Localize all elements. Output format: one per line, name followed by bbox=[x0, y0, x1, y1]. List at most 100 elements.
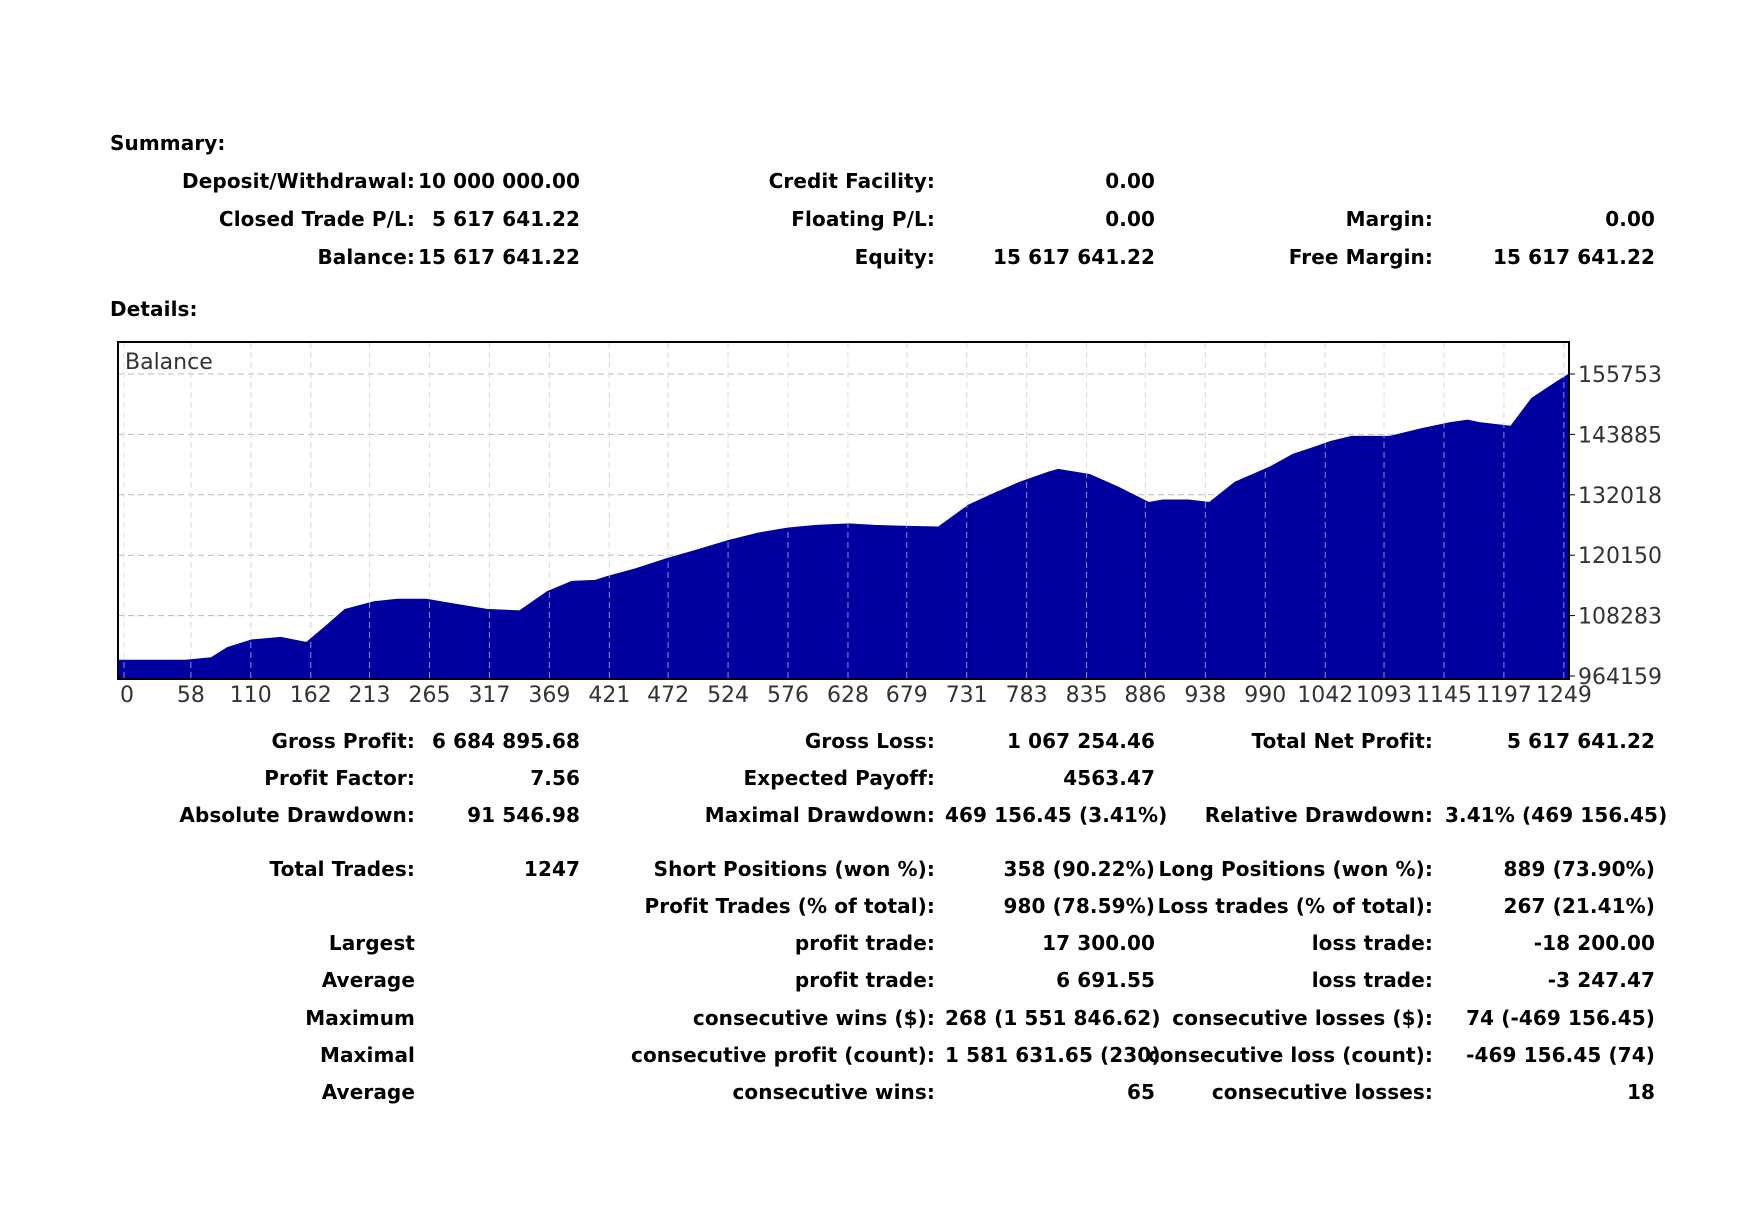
largest-label: Largest bbox=[328, 931, 415, 955]
total-trades-label: Total Trades: bbox=[269, 857, 415, 881]
x-tick-label: 110 bbox=[230, 683, 272, 708]
maximal-consec-profit-value: 1 581 631.65 (230) bbox=[945, 1043, 1161, 1067]
expected-payoff-value: 4563.47 bbox=[1063, 766, 1155, 790]
average-loss-label: loss trade: bbox=[1311, 968, 1433, 992]
relative-drawdown-value: 3.41% (469 156.45) bbox=[1445, 803, 1668, 827]
x-axis-ticks: 0 58 110 162 213 265 317 369 421 472 524 576 628 679 7… bbox=[120, 683, 1592, 708]
details-heading: Details: bbox=[110, 297, 198, 321]
maximal-label: Maximal bbox=[319, 1043, 415, 1067]
summary-heading: Summary: bbox=[110, 131, 226, 155]
x-tick-label: 679 bbox=[886, 683, 928, 708]
x-tick-label: 783 bbox=[1006, 683, 1048, 708]
absolute-drawdown-value: 91 546.98 bbox=[467, 803, 580, 827]
x-tick-label: 628 bbox=[827, 683, 869, 708]
loss-trades-value: 267 (21.41%) bbox=[1503, 894, 1655, 918]
free-margin-label: Free Margin: bbox=[1288, 245, 1433, 269]
balance-value: 15 617 641.22 bbox=[418, 245, 580, 269]
x-tick-label: 265 bbox=[408, 683, 450, 708]
avg-consec-wins-label: consecutive wins: bbox=[732, 1080, 935, 1104]
maximum-label: Maximum bbox=[305, 1006, 415, 1030]
avg-consec-wins-value: 65 bbox=[1126, 1080, 1155, 1104]
equity-label: Equity: bbox=[854, 245, 935, 269]
profit-factor-value: 7.56 bbox=[530, 766, 580, 790]
expected-payoff-label: Expected Payoff: bbox=[743, 766, 935, 790]
chart-grid-overlay bbox=[123, 342, 1565, 679]
x-tick-label: 369 bbox=[528, 683, 570, 708]
x-tick-label: 472 bbox=[647, 683, 689, 708]
deposit-label: Deposit/Withdrawal: bbox=[182, 169, 415, 193]
closed-pl-label: Closed Trade P/L: bbox=[218, 207, 415, 231]
total-net-profit-label: Total Net Profit: bbox=[1251, 729, 1433, 753]
closed-pl-value: 5 617 641.22 bbox=[432, 207, 580, 231]
gross-profit-label: Gross Profit: bbox=[271, 729, 415, 753]
average-profit-value: 6 691.55 bbox=[1056, 968, 1155, 992]
x-tick-label: 58 bbox=[177, 683, 205, 708]
y-tick-label: 155753 bbox=[1578, 363, 1662, 388]
y-axis-ticks: 155753 143885 132018 120150 108283 964159 bbox=[1569, 363, 1662, 690]
average-consec-label: Average bbox=[321, 1080, 415, 1104]
largest-loss-value: -18 200.00 bbox=[1533, 931, 1655, 955]
profit-trades-value: 980 (78.59%) bbox=[1003, 894, 1155, 918]
total-trades-value: 1247 bbox=[523, 857, 580, 881]
maximal-consec-profit-label: consecutive profit (count): bbox=[631, 1043, 935, 1067]
gross-loss-label: Gross Loss: bbox=[804, 729, 935, 753]
absolute-drawdown-label: Absolute Drawdown: bbox=[179, 803, 415, 827]
x-tick-label: 213 bbox=[349, 683, 391, 708]
maximal-consec-loss-value: -469 156.45 (74) bbox=[1466, 1043, 1655, 1067]
profit-factor-label: Profit Factor: bbox=[264, 766, 415, 790]
gross-profit-value: 6 684 895.68 bbox=[432, 729, 580, 753]
average-label: Average bbox=[321, 968, 415, 992]
balance-label: Balance: bbox=[317, 245, 415, 269]
x-tick-label: 1093 bbox=[1356, 683, 1412, 708]
floating-pl-label: Floating P/L: bbox=[791, 207, 935, 231]
max-consec-wins-label: consecutive wins ($): bbox=[692, 1006, 935, 1030]
y-tick-label: 120150 bbox=[1578, 544, 1662, 569]
balance-chart: Balance 0 58 110 162 213 265 317 369 421 472 524 57… bbox=[117, 341, 1662, 708]
equity-value: 15 617 641.22 bbox=[993, 245, 1155, 269]
x-tick-label: 317 bbox=[468, 683, 510, 708]
x-tick-label: 1145 bbox=[1416, 683, 1472, 708]
avg-consec-losses-label: consecutive losses: bbox=[1211, 1080, 1433, 1104]
maximal-drawdown-value: 469 156.45 (3.41%) bbox=[945, 803, 1168, 827]
maximal-consec-loss-label: consecutive loss (count): bbox=[1147, 1043, 1433, 1067]
x-tick-label: 1197 bbox=[1476, 683, 1532, 708]
credit-value: 0.00 bbox=[1105, 169, 1155, 193]
x-tick-label: 938 bbox=[1184, 683, 1226, 708]
short-positions-label: Short Positions (won %): bbox=[653, 857, 935, 881]
margin-label: Margin: bbox=[1345, 207, 1433, 231]
gross-loss-value: 1 067 254.46 bbox=[1007, 729, 1155, 753]
x-tick-label: 0 bbox=[120, 683, 134, 708]
avg-consec-losses-value: 18 bbox=[1626, 1080, 1655, 1104]
x-tick-label: 524 bbox=[707, 683, 749, 708]
largest-loss-label: loss trade: bbox=[1311, 931, 1433, 955]
short-positions-value: 358 (90.22%) bbox=[1003, 857, 1155, 881]
floating-pl-value: 0.00 bbox=[1105, 207, 1155, 231]
x-tick-label: 835 bbox=[1066, 683, 1108, 708]
credit-label: Credit Facility: bbox=[768, 169, 935, 193]
max-consec-losses-label: consecutive losses ($): bbox=[1172, 1006, 1433, 1030]
margin-value: 0.00 bbox=[1605, 207, 1655, 231]
y-tick-label: 108283 bbox=[1578, 605, 1662, 630]
free-margin-value: 15 617 641.22 bbox=[1493, 245, 1655, 269]
profit-trades-label: Profit Trades (% of total): bbox=[644, 894, 935, 918]
average-loss-value: -3 247.47 bbox=[1547, 968, 1655, 992]
x-tick-label: 731 bbox=[946, 683, 988, 708]
x-tick-label: 1249 bbox=[1536, 683, 1592, 708]
deposit-value: 10 000 000.00 bbox=[418, 169, 580, 193]
max-consec-losses-value: 74 (-469 156.45) bbox=[1466, 1006, 1655, 1030]
relative-drawdown-label: Relative Drawdown: bbox=[1204, 803, 1433, 827]
x-tick-label: 990 bbox=[1244, 683, 1286, 708]
x-tick-label: 886 bbox=[1124, 683, 1166, 708]
x-tick-label: 162 bbox=[290, 683, 332, 708]
total-net-profit-value: 5 617 641.22 bbox=[1507, 729, 1655, 753]
loss-trades-label: Loss trades (% of total): bbox=[1157, 894, 1433, 918]
y-tick-label: 964159 bbox=[1578, 665, 1662, 690]
x-tick-label: 1042 bbox=[1297, 683, 1353, 708]
average-profit-label: profit trade: bbox=[794, 968, 935, 992]
largest-profit-value: 17 300.00 bbox=[1042, 931, 1155, 955]
long-positions-value: 889 (73.90%) bbox=[1503, 857, 1655, 881]
chart-frame bbox=[117, 341, 1570, 680]
y-tick-label: 132018 bbox=[1578, 484, 1662, 509]
x-tick-label: 576 bbox=[767, 683, 809, 708]
y-tick-label: 143885 bbox=[1578, 423, 1662, 448]
